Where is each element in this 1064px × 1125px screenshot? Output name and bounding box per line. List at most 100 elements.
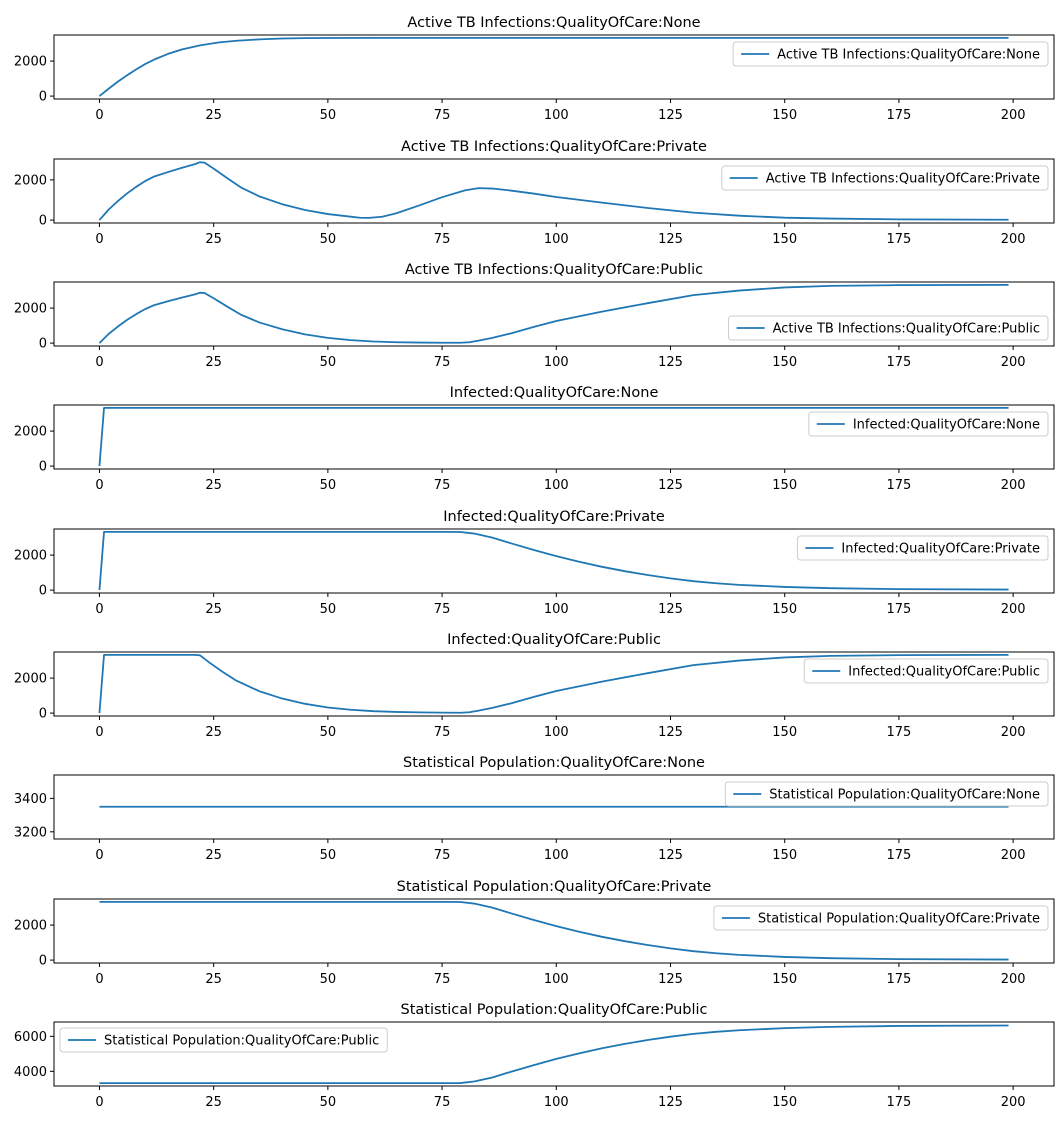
legend-label: Active TB Infections:QualityOfCare:None — [777, 48, 1040, 63]
x-tick-label: 150 — [772, 108, 797, 123]
x-tick-label: 125 — [658, 355, 683, 370]
legend-box — [59, 1027, 388, 1053]
y-tick-label: 0 — [39, 337, 47, 352]
legend: Active TB Infections:QualityOfCare:Publi… — [728, 315, 1049, 341]
x-tick-label: 175 — [886, 848, 911, 863]
x-tick-label: 200 — [1001, 602, 1026, 617]
x-tick-label: 200 — [1001, 848, 1026, 863]
subplot-1: Active TB Infections:QualityOfCare:None 0… — [14, 15, 1055, 123]
x-tick-label: 50 — [320, 602, 337, 617]
legend-label: Statistical Population:QualityOfCare:Non… — [769, 788, 1040, 803]
x-tick-label: 100 — [544, 1095, 569, 1110]
series-line — [98, 283, 1009, 344]
x-tick-label: 0 — [95, 725, 103, 740]
x-tick-label: 175 — [886, 232, 911, 247]
series-line — [99, 1024, 1009, 1085]
x-tick-label: 75 — [434, 725, 451, 740]
x-tick-label: 75 — [434, 602, 451, 617]
y-tick-label: 0 — [39, 214, 47, 229]
y-tick-label: 0 — [39, 707, 47, 722]
axes-frame — [53, 528, 1055, 594]
x-tick-label: 25 — [205, 602, 222, 617]
x-tick-label: 50 — [320, 355, 337, 370]
x-tick-label: 75 — [434, 108, 451, 123]
x-tick-label: 75 — [434, 848, 451, 863]
x-tick-label: 125 — [658, 725, 683, 740]
y-tick-label: 2000 — [14, 55, 47, 70]
x-tick-label: 50 — [320, 478, 337, 493]
x-tick-label: 0 — [95, 602, 103, 617]
x-tick-label: 200 — [1001, 1095, 1026, 1110]
y-tick-label: 3400 — [14, 792, 47, 807]
subplot-title: Infected:QualityOfCare:None — [450, 385, 659, 401]
x-tick-label: 50 — [320, 108, 337, 123]
x-tick-label: 100 — [544, 848, 569, 863]
x-tick-label: 100 — [544, 108, 569, 123]
x-tick-label: 75 — [434, 478, 451, 493]
subplot-7: Statistical Population:QualityOfCare:Non… — [14, 755, 1055, 863]
legend: Infected:QualityOfCare:None — [808, 411, 1049, 437]
x-tick-label: 175 — [886, 602, 911, 617]
x-tick-label: 25 — [205, 108, 222, 123]
x-tick-label: 75 — [434, 1095, 451, 1110]
axes-frame — [53, 34, 1055, 100]
y-tick-label: 0 — [39, 584, 47, 599]
y-tick-label: 0 — [39, 954, 47, 969]
series-line — [98, 36, 1009, 97]
legend-box — [721, 165, 1049, 191]
x-tick-label: 200 — [1001, 108, 1026, 123]
x-tick-label: 150 — [772, 848, 797, 863]
subplot-4: Infected:QualityOfCare:None 0 25 50 75 100 125… — [14, 385, 1055, 493]
subplot-9: Statistical Population:QualityOfCare:Pub… — [14, 1002, 1055, 1110]
axes-frame — [53, 651, 1055, 717]
x-tick-label: 150 — [772, 972, 797, 987]
series-line — [98, 161, 1009, 221]
x-tick-label: 150 — [772, 725, 797, 740]
subplot-title: Infected:QualityOfCare:Private — [443, 509, 665, 525]
y-tick-label: 2000 — [14, 425, 47, 440]
subplot-title: Active TB Infections:QualityOfCare:None — [407, 15, 700, 31]
x-tick-label: 25 — [205, 848, 222, 863]
series-line — [98, 653, 1009, 714]
series-line — [98, 530, 1009, 591]
x-tick-label: 75 — [434, 355, 451, 370]
subplot-title: Active TB Infections:QualityOfCare:Publi… — [405, 262, 703, 278]
legend: Infected:QualityOfCare:Private — [796, 535, 1049, 561]
x-tick-label: 100 — [544, 232, 569, 247]
x-tick-label: 25 — [205, 232, 222, 247]
x-tick-label: 0 — [95, 478, 103, 493]
x-tick-label: 200 — [1001, 232, 1026, 247]
legend-box — [732, 41, 1049, 67]
subplot-title: Statistical Population:QualityOfCare:Pub… — [400, 1002, 707, 1018]
subplot-title: Active TB Infections:QualityOfCare:Priva… — [401, 139, 707, 155]
legend-label: Infected:QualityOfCare:Private — [841, 542, 1040, 557]
x-tick-label: 75 — [434, 232, 451, 247]
x-tick-label: 50 — [320, 972, 337, 987]
x-tick-label: 125 — [658, 108, 683, 123]
legend: Statistical Population:QualityOfCare:Non… — [724, 781, 1049, 807]
y-tick-label: 2000 — [14, 302, 47, 317]
x-tick-label: 75 — [434, 972, 451, 987]
x-tick-label: 175 — [886, 108, 911, 123]
axes-frame — [53, 774, 1055, 840]
legend-label: Infected:QualityOfCare:None — [853, 418, 1040, 433]
y-tick-label: 0 — [39, 90, 47, 105]
legend-label: Infected:QualityOfCare:Public — [848, 665, 1040, 680]
subplot-2: Active TB Infections:QualityOfCare:Priva… — [14, 139, 1055, 247]
x-tick-label: 50 — [320, 848, 337, 863]
x-tick-label: 25 — [205, 355, 222, 370]
legend-box — [724, 781, 1049, 807]
x-tick-label: 125 — [658, 478, 683, 493]
x-tick-label: 175 — [886, 1095, 911, 1110]
legend-box — [808, 411, 1049, 437]
x-tick-label: 0 — [95, 108, 103, 123]
x-tick-label: 0 — [95, 355, 103, 370]
y-tick-label: 2000 — [14, 919, 47, 934]
axes-frame — [53, 404, 1055, 470]
legend: Statistical Population:QualityOfCare:Pri… — [713, 905, 1049, 931]
legend-box — [713, 905, 1049, 931]
x-tick-label: 125 — [658, 972, 683, 987]
subplot-title: Infected:QualityOfCare:Public — [447, 632, 661, 648]
x-tick-label: 100 — [544, 602, 569, 617]
